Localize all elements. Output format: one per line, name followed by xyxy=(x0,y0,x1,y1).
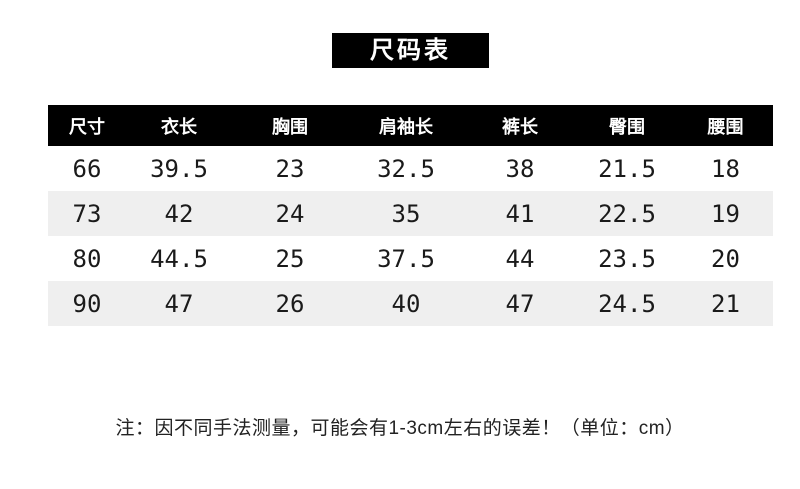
table-row: 80 44.5 25 37.5 44 23.5 20 xyxy=(48,236,773,281)
table-cell: 23.5 xyxy=(598,244,656,273)
column-header-pants-length: 裤长 xyxy=(464,105,576,146)
table-cell: 66 xyxy=(72,154,102,183)
table-cell: 35 xyxy=(391,199,421,228)
column-header-chest: 胸围 xyxy=(232,105,348,146)
table-cell: 24 xyxy=(275,199,305,228)
table-cell: 42 xyxy=(164,199,194,228)
table-cell: 21.5 xyxy=(598,154,656,183)
table-cell: 73 xyxy=(72,199,102,228)
header-row: 尺寸 衣长 胸围 肩袖长 裤长 臀围 腰围 xyxy=(48,105,773,146)
column-header-size: 尺寸 xyxy=(48,105,126,146)
table-cell: 26 xyxy=(275,289,305,318)
table-cell: 44 xyxy=(505,244,535,273)
table-header: 尺寸 衣长 胸围 肩袖长 裤长 臀围 腰围 xyxy=(48,105,773,146)
table-body: 66 39.5 23 32.5 38 21.5 18 73 42 24 35 4… xyxy=(48,146,773,326)
table-cell: 44.5 xyxy=(150,244,208,273)
table-cell: 25 xyxy=(275,244,305,273)
table-row: 73 42 24 35 41 22.5 19 xyxy=(48,191,773,236)
table-cell: 22.5 xyxy=(598,199,656,228)
table-cell: 18 xyxy=(711,154,740,183)
page-title: 尺码表 xyxy=(332,33,489,68)
column-header-hip: 臀围 xyxy=(576,105,678,146)
table-cell: 40 xyxy=(391,289,421,318)
table-cell: 41 xyxy=(505,199,535,228)
size-chart-table: 尺寸 衣长 胸围 肩袖长 裤长 臀围 腰围 66 39.5 23 32.5 38… xyxy=(48,105,773,326)
table-cell: 90 xyxy=(72,289,102,318)
table-cell: 38 xyxy=(505,154,535,183)
table-cell: 47 xyxy=(164,289,194,318)
table-cell: 21 xyxy=(711,289,740,318)
table-cell: 39.5 xyxy=(150,154,208,183)
table-cell: 23 xyxy=(275,154,305,183)
table-row: 90 47 26 40 47 24.5 21 xyxy=(48,281,773,326)
table-cell: 19 xyxy=(711,199,740,228)
table-cell: 80 xyxy=(72,244,102,273)
table-row: 66 39.5 23 32.5 38 21.5 18 xyxy=(48,146,773,191)
table-cell: 32.5 xyxy=(377,154,435,183)
table-cell: 20 xyxy=(711,244,740,273)
title-container: 尺码表 xyxy=(48,33,773,68)
column-header-shoulder-sleeve: 肩袖长 xyxy=(348,105,464,146)
column-header-waist: 腰围 xyxy=(678,105,773,146)
measurement-disclaimer-note: 注：因不同手法测量，可能会有1-3cm左右的误差！（单位：cm） xyxy=(115,418,685,439)
table-cell: 37.5 xyxy=(377,244,435,273)
column-header-clothing-length: 衣长 xyxy=(126,105,232,146)
table-cell: 24.5 xyxy=(598,289,656,318)
table-cell: 47 xyxy=(505,289,535,318)
